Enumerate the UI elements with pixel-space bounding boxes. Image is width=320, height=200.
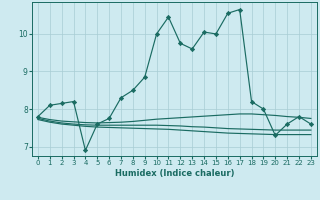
X-axis label: Humidex (Indice chaleur): Humidex (Indice chaleur) (115, 169, 234, 178)
